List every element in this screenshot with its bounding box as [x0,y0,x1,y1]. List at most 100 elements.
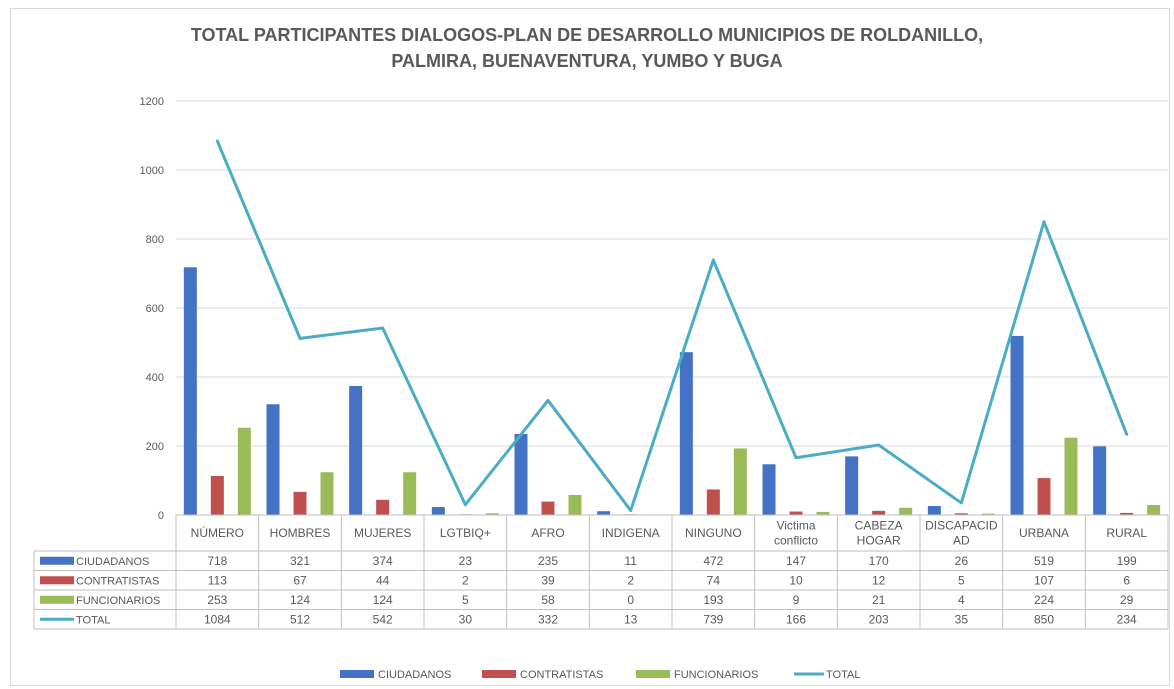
bar-ciudadanos-11 [1093,446,1107,515]
y-tick-label-0: 0 [158,510,164,522]
data-table: NÚMERO HOMBRES MUJERES LGTBIQ+ AFRO INDIGENA N… [33,514,1169,630]
bar-funcionarios-0 [237,427,251,515]
table-cell-funcionarios-3: 5 [462,593,469,607]
bar-contratistas-10 [1037,478,1051,515]
bar-funcionarios-10 [1064,437,1078,515]
table-cell-ciudadanos-7: 147 [786,554,806,568]
table-row-label-contratistas: CONTRATISTAS [76,575,159,587]
legend-key-ciudadanos [340,670,374,678]
table-cell-contratistas-2: 44 [376,573,390,587]
table-key-contratistas [40,576,74,585]
bar-contratistas-7 [789,511,803,515]
table-cell-funcionarios-10: 224 [1034,593,1054,607]
table-cell-total-10: 850 [1034,612,1054,626]
bar-contratistas-0 [210,476,224,515]
table-cell-contratistas-5: 2 [627,573,634,587]
table-cell-funcionarios-7: 9 [793,593,800,607]
category-label-1: HOMBRES [270,526,331,540]
table-cell-contratistas-9: 5 [958,573,965,587]
category-label-10: URBANA [1019,526,1069,540]
table-row-label-ciudadanos: CIUDADANOS [76,556,149,568]
table-row-label-total: TOTAL [76,614,110,626]
table-cell-contratistas-3: 2 [462,573,469,587]
point-total-7 [794,456,798,460]
bar-contratistas-8 [872,510,886,515]
table-cell-funcionarios-11: 29 [1120,593,1134,607]
category-label-2: MUJERES [354,526,411,540]
y-tick-label-1200: 1200 [140,96,164,108]
table-cell-funcionarios-9: 4 [958,593,965,607]
bar-contratistas-9 [954,513,968,515]
legend-label-total: TOTAL [826,669,860,681]
bar-funcionarios-11 [1147,504,1161,515]
table-cell-total-4: 332 [538,612,558,626]
bar-contratistas-6 [706,489,720,515]
category-label-7-line-0: Victima [776,519,815,533]
legend-label-contratistas: CONTRATISTAS [520,669,603,681]
bar-ciudadanos-3 [431,507,445,515]
bar-funcionarios-9 [981,513,995,515]
category-label-7-line-1: conflicto [774,534,818,548]
table-cell-funcionarios-0: 253 [207,593,227,607]
point-total-11 [1125,432,1129,436]
point-total-10 [1042,220,1046,224]
point-total-4 [546,398,550,402]
y-tick-label-400: 400 [146,372,164,384]
category-label-8-line-0: CABEZA [855,519,903,533]
bar-ciudadanos-5 [597,511,611,515]
bar-ciudadanos-2 [349,385,363,515]
bar-contratistas-4 [541,501,555,515]
point-total-1 [298,336,302,340]
table-cell-ciudadanos-6: 472 [703,554,723,568]
chart-frame [10,8,1170,686]
table-cell-contratistas-4: 39 [541,573,555,587]
bar-funcionarios-1 [320,472,334,515]
table-cell-total-8: 203 [869,612,889,626]
legend: CIUDADANOS CONTRATISTAS FUNCIONARIOS TOTAL [340,669,860,681]
table-cell-ciudadanos-5: 11 [624,554,637,568]
bar-ciudadanos-8 [845,456,859,515]
legend-key-contratistas [482,670,516,678]
category-label-5: INDIGENA [602,526,660,540]
table-key-ciudadanos [40,556,74,565]
point-total-9 [959,501,963,505]
category-label-11: RURAL [1106,526,1147,540]
table-cell-total-1: 512 [290,612,310,626]
table-cell-funcionarios-2: 124 [373,593,393,607]
chart-title-line-2: PALMIRA, BUENAVENTURA, YUMBO Y BUGA [391,51,783,71]
table-cell-total-9: 35 [955,612,969,626]
y-tick-label-800: 800 [146,234,164,246]
bar-contratistas-11 [1120,512,1134,515]
table-cell-total-5: 13 [624,612,638,626]
y-tick-label-1000: 1000 [140,165,164,177]
category-label-6: NINGUNO [685,526,742,540]
table-cell-funcionarios-6: 193 [703,593,723,607]
point-total-3 [463,503,467,507]
point-total-0 [215,139,219,143]
bar-ciudadanos-6 [679,352,693,515]
table-cell-contratistas-10: 107 [1034,573,1054,587]
bar-ciudadanos-10 [1010,335,1024,515]
total-line-layer [215,139,1129,513]
table-cell-contratistas-7: 10 [789,573,803,587]
point-total-5 [629,509,633,513]
table-cell-total-6: 739 [703,612,723,626]
y-tick-label-200: 200 [146,441,164,453]
bar-ciudadanos-7 [762,464,776,515]
table-cell-funcionarios-4: 58 [541,593,555,607]
bar-funcionarios-6 [733,448,747,515]
table-cell-ciudadanos-9: 26 [955,554,969,568]
bar-ciudadanos-9 [927,506,941,515]
y-tick-label-600: 600 [146,303,164,315]
category-label-9-line-1: AD [953,534,970,548]
table-cell-contratistas-11: 6 [1123,573,1130,587]
table-cell-total-7: 166 [786,612,806,626]
chart-title: TOTAL PARTICIPANTES DIALOGOS-PLAN DE DES… [0,22,1174,74]
point-total-2 [381,326,385,330]
table-cell-ciudadanos-10: 519 [1034,554,1054,568]
line-total [215,140,1129,513]
table-cell-contratistas-0: 113 [208,573,227,587]
y-axis: 0 200 400 600 800 1000 1200 [140,96,164,522]
table-cell-ciudadanos-0: 718 [207,554,227,568]
